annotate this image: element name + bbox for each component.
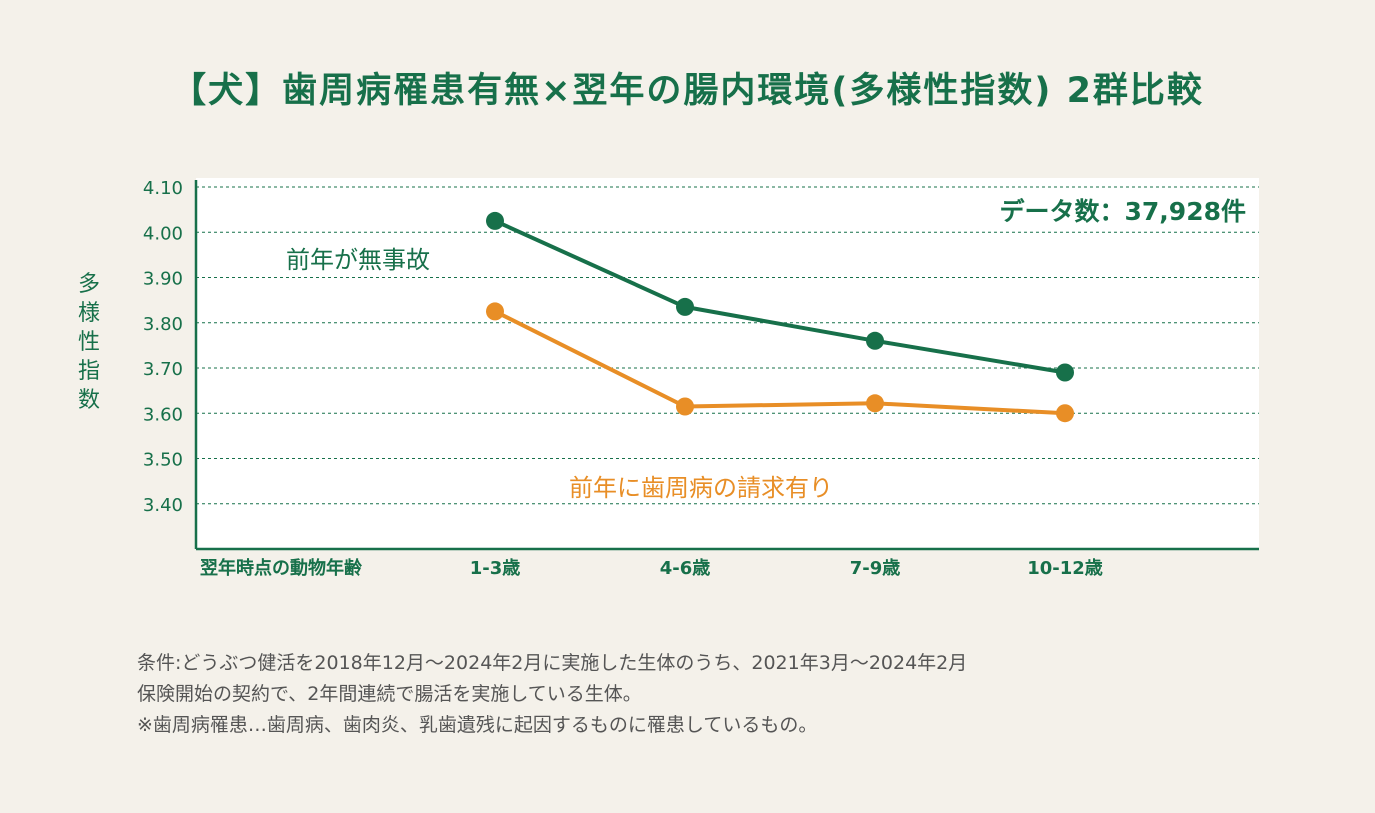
footnote-line: 保険開始の契約で、2年間連続で腸活を実施している生体。 [137, 683, 642, 705]
data-point-series-1 [866, 331, 884, 350]
footnote-line: ※歯周病罹患…歯周病、歯肉炎、乳歯遺残に起因するものに罹患しているもの。 [137, 714, 818, 736]
y-axis-label-char: 様 [77, 301, 100, 326]
x-tick-label: 1-3歳 [470, 558, 521, 579]
legend-label-periodontal-claim: 前年に歯周病の請求有り [569, 474, 833, 502]
data-point-series-2 [676, 397, 694, 416]
plot-area [196, 178, 1259, 550]
series-line-2 [494, 309, 1066, 416]
y-tick-label: 3.60 [143, 404, 183, 425]
x-tick-label: 4-6歳 [660, 558, 711, 579]
y-axis-label-char: 性 [77, 330, 100, 355]
y-tick-label: 3.50 [143, 450, 183, 471]
data-point-series-2 [486, 302, 504, 321]
y-tick-label: 3.40 [143, 495, 183, 516]
data-point-series-1 [676, 297, 694, 316]
y-tick-label: 3.70 [143, 359, 183, 380]
y-axis-label: 多 様 性 指 数 [74, 270, 104, 415]
y-tick-labels: 4.10 4.00 3.90 3.80 3.70 3.60 3.50 3.40 [143, 178, 183, 516]
series-lines [486, 211, 1074, 423]
series-line-1 [494, 219, 1066, 375]
y-tick-label: 3.80 [143, 314, 183, 335]
x-tick-label: 7-9歳 [850, 558, 901, 579]
y-tick-label: 4.00 [143, 223, 183, 244]
y-tick-label: 4.10 [143, 178, 183, 199]
page-title: 【犬】歯周病罹患有無×翌年の腸内環境(多様性指数) 2群比較 [171, 71, 1204, 111]
y-tick-label: 3.90 [143, 269, 183, 290]
data-count-annotation: データ数：37,928件 [1000, 197, 1246, 226]
y-axis-label-char: 指 [77, 359, 100, 384]
legend-label-no-accident: 前年が無事故 [286, 246, 430, 274]
data-point-series-1 [486, 211, 504, 230]
y-axis-label-char: 数 [77, 388, 100, 413]
footnotes: 条件:どうぶつ健活を2018年12月～2024年2月に実施した生体のうち、202… [137, 648, 967, 741]
footnote-line: 条件:どうぶつ健活を2018年12月～2024年2月に実施した生体のうち、202… [137, 652, 968, 674]
data-point-series-2 [866, 394, 884, 413]
data-point-series-2 [1056, 404, 1074, 423]
y-axis-label-char: 多 [77, 272, 100, 297]
x-tick-labels: 1-3歳 4-6歳 7-9歳 10-12歳 [470, 558, 1103, 579]
x-tick-label: 10-12歳 [1027, 558, 1103, 579]
data-point-series-1 [1056, 363, 1074, 382]
x-axis-label: 翌年時点の動物年齢 [200, 557, 363, 579]
